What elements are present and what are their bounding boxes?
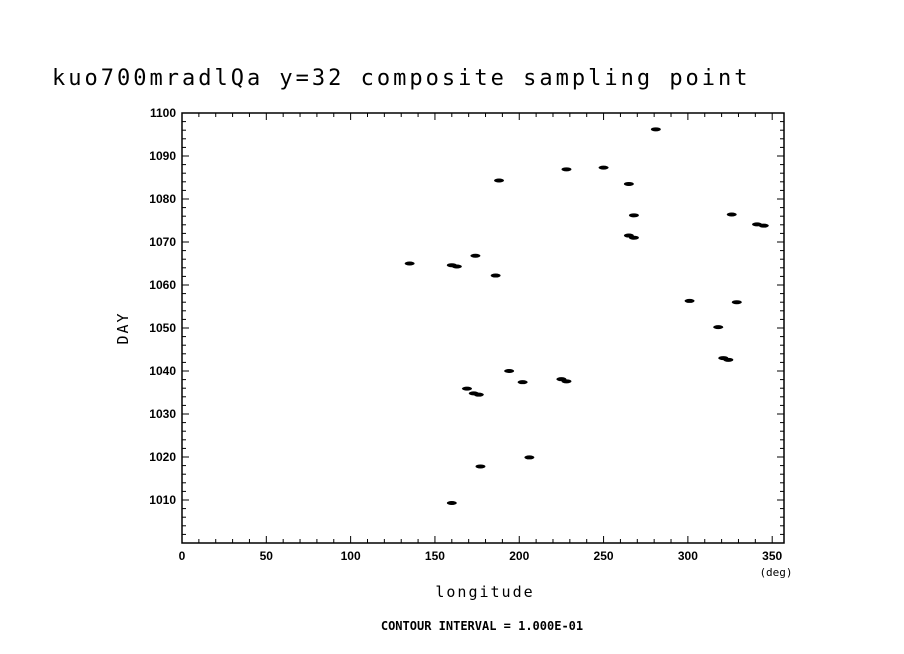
sampling-point <box>470 253 481 258</box>
y-tick-label: 1080 <box>149 192 176 206</box>
sampling-point <box>623 181 634 186</box>
y-axis: 1010 1020 1030 1040 1050 1060 1070 1080 1090 1100 <box>149 106 784 535</box>
x-tick-label: 350 <box>762 549 782 563</box>
y-tick-label: 1060 <box>149 278 176 292</box>
sampling-point <box>461 386 472 391</box>
y-tick-label: 1070 <box>149 235 176 249</box>
x-axis-unit: (deg) <box>759 566 792 579</box>
sampling-point <box>723 357 734 362</box>
sampling-point <box>598 165 609 170</box>
sampling-point <box>404 261 415 266</box>
x-axis: 0 50 100 150 200 250 300 350 <box>179 113 783 563</box>
sampling-point <box>473 392 484 397</box>
x-tick-label: 200 <box>509 549 529 563</box>
y-tick-label: 1030 <box>149 407 176 421</box>
chart-title: kuo700mradlQa y=32 composite sampling po… <box>52 66 751 91</box>
sampling-point <box>451 264 462 269</box>
sampling-point <box>524 455 535 460</box>
sampling-point <box>684 298 695 303</box>
sampling-point <box>561 167 572 172</box>
sampling-point <box>446 501 457 506</box>
sampling-point <box>517 380 528 385</box>
sampling-point <box>475 464 486 469</box>
sampling-point <box>726 212 737 217</box>
sampling-point <box>561 379 572 384</box>
plot-frame <box>181 112 785 544</box>
data-points <box>404 127 769 506</box>
sampling-point <box>650 127 661 132</box>
x-tick-label: 0 <box>179 549 186 563</box>
y-tick-label: 1040 <box>149 364 176 378</box>
sampling-point <box>504 369 515 373</box>
sampling-point <box>758 223 769 228</box>
sampling-point <box>731 300 742 305</box>
sampling-point <box>713 325 724 330</box>
x-tick-label: 300 <box>678 549 698 563</box>
y-tick-label: 1050 <box>149 321 176 335</box>
contour-interval-note: CONTOUR INTERVAL = 1.000E-01 <box>381 619 583 633</box>
y-axis-label: DAY <box>114 311 132 344</box>
x-tick-label: 250 <box>594 549 614 563</box>
y-tick-label: 1010 <box>149 493 176 507</box>
sampling-point <box>494 178 505 183</box>
sampling-point <box>628 235 639 240</box>
sampling-point <box>490 273 501 278</box>
x-tick-label: 50 <box>260 549 274 563</box>
y-tick-label: 1020 <box>149 450 176 464</box>
y-tick-label: 1100 <box>150 106 176 120</box>
y-tick-label: 1090 <box>149 149 176 163</box>
sampling-point <box>628 213 639 218</box>
x-tick-label: 100 <box>341 549 361 563</box>
x-tick-label: 150 <box>425 549 445 563</box>
x-axis-label: longitude <box>435 583 534 601</box>
